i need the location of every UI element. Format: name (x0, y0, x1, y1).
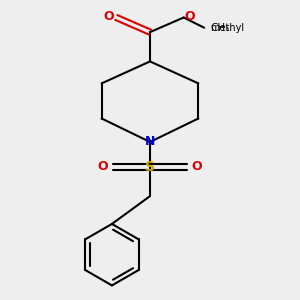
Text: O: O (191, 160, 202, 173)
Text: O: O (98, 160, 109, 173)
Text: methyl: methyl (210, 23, 244, 33)
Text: O: O (104, 10, 114, 22)
Text: N: N (145, 135, 155, 148)
Text: CH₃: CH₃ (211, 23, 230, 33)
Text: S: S (145, 160, 155, 174)
Text: O: O (184, 10, 195, 22)
